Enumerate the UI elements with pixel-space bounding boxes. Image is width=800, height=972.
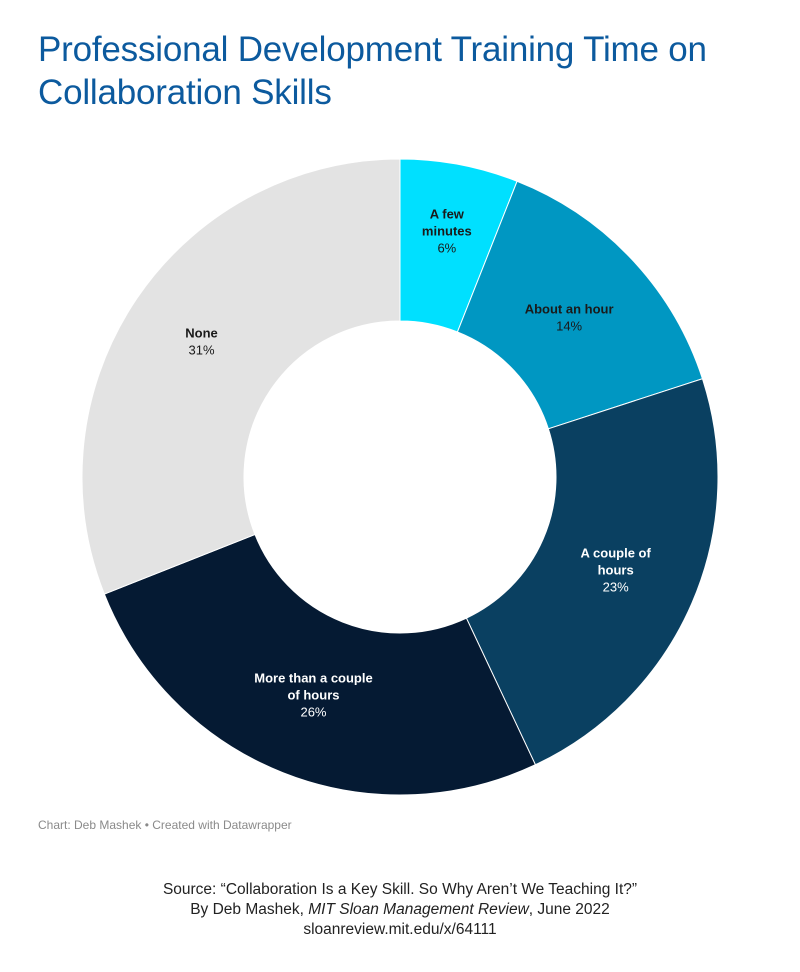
slice-label-a-couple-of-hours: A couple of hours 23% xyxy=(581,545,652,594)
source-note: Source: “Collaboration Is a Key Skill. S… xyxy=(0,880,800,940)
source-line-1: Source: “Collaboration Is a Key Skill. S… xyxy=(162,881,638,898)
slice-category-text: of hours xyxy=(287,687,339,702)
slice-category-text: A couple of xyxy=(581,545,652,560)
slice-category-text: More than a couple xyxy=(254,670,372,685)
slice-more-than-a-couple-of-hours xyxy=(103,533,537,796)
slice-category-text: minutes xyxy=(422,223,472,238)
chart-title: Professional Development Training Time o… xyxy=(38,30,707,112)
chart-credit: Chart: Deb Mashek • Created with Datawra… xyxy=(38,818,292,832)
slice-category-text: hours xyxy=(598,562,634,577)
source-line-2: By Deb Mashek, MIT Sloan Management Revi… xyxy=(0,900,800,920)
source-link[interactable]: sloanreview.mit.edu/x/64111 xyxy=(303,921,497,938)
slice-value-text: 23% xyxy=(603,579,629,594)
slice-value-text: 14% xyxy=(556,319,582,334)
slice-label-a-few-minutes: A few minutes 6% xyxy=(422,206,472,255)
slice-value-text: 26% xyxy=(300,704,326,719)
slice-label-more-than-a-couple-of-hours: More than a couple of hours 26% xyxy=(254,670,372,719)
slice-value-text: 6% xyxy=(437,240,456,255)
donut-slices xyxy=(81,158,719,796)
slice-none xyxy=(81,158,401,595)
slice-label-none: None 31% xyxy=(185,326,218,358)
slice-a-couple-of-hours xyxy=(465,378,719,766)
slice-value-text: 31% xyxy=(188,343,214,358)
slice-label-about-an-hour: About an hour 14% xyxy=(525,302,614,334)
slice-category-text: About an hour xyxy=(525,302,614,317)
slice-category-text: A few xyxy=(430,206,465,221)
source-publication: MIT Sloan Management Review xyxy=(308,901,529,918)
source-author: By Deb Mashek, xyxy=(190,901,309,918)
slice-about-an-hour xyxy=(456,180,704,430)
source-date: , June 2022 xyxy=(528,901,610,918)
donut-labels: A few minutes 6% About an hour 14% A couple o… xyxy=(185,206,651,719)
slice-category-text: None xyxy=(185,326,218,341)
